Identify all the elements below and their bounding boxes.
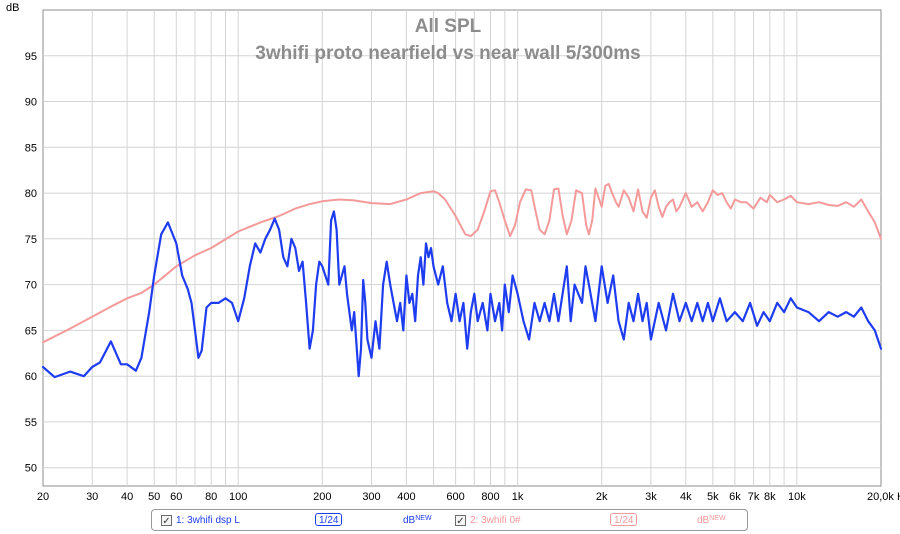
- x-tick-label: 600: [446, 491, 464, 503]
- y-tick-label: 75: [25, 234, 37, 246]
- series-2-unit-label: dBNEW: [697, 515, 726, 526]
- legend-item-series-2[interactable]: ✓ 2: 3whifi 0#: [455, 513, 521, 528]
- x-tick-label: 50: [148, 491, 160, 503]
- x-tick-label: 100: [229, 491, 247, 503]
- y-tick-label: 55: [25, 417, 37, 429]
- y-tick-label: 70: [25, 280, 37, 292]
- series-1-unit-text: dB: [403, 515, 416, 526]
- series-2-unit-badge: NEW: [709, 515, 726, 522]
- x-tick-label: 1k: [512, 491, 524, 503]
- series-2-unit-text: dB: [697, 515, 710, 526]
- legend-series-2-name: 2: 3whifi 0#: [470, 515, 521, 526]
- x-tick-labels: 20 30 40 50 60 80 100 200 300 400 600 800 1k 2k 3k 4k 5k…: [37, 491, 900, 503]
- series-1-smoothing-button[interactable]: 1/24: [315, 513, 343, 526]
- x-tick-label: 8k: [764, 491, 776, 503]
- series-line-1: [41, 210, 883, 379]
- plot-area: [42, 9, 882, 487]
- series-layer: [41, 182, 883, 379]
- x-tick-label: 400: [397, 491, 415, 503]
- series-1-unit-label: dBNEW: [403, 515, 432, 526]
- series-2-smoothing-button[interactable]: 1/24: [610, 513, 638, 526]
- x-tick-label: 80: [205, 491, 217, 503]
- x-tick-label: 800: [481, 491, 499, 503]
- legend-series-1-name: 1: 3whifi dsp L: [176, 515, 240, 526]
- series-1-checkbox[interactable]: ✓: [161, 515, 172, 527]
- x-tick-label: 6k: [729, 491, 741, 503]
- y-tick-label: 60: [25, 371, 37, 383]
- x-tick-label: 300: [362, 491, 380, 503]
- series-line-2: [42, 182, 882, 344]
- x-tick-label: 200: [313, 491, 331, 503]
- series-2-checkbox[interactable]: ✓: [455, 515, 466, 527]
- x-tick-label: 4k: [680, 491, 692, 503]
- y-tick-label: 80: [25, 188, 37, 200]
- x-tick-label: 10k: [788, 491, 806, 503]
- x-tick-label: 5k: [707, 491, 719, 503]
- x-tick-label: 2k: [596, 491, 608, 503]
- y-tick-label: 85: [25, 142, 37, 154]
- y-tick-label: 90: [25, 97, 37, 109]
- x-tick-label: 60: [170, 491, 182, 503]
- series-1-unit-badge: NEW: [415, 515, 432, 522]
- x-tick-label: 20,0k Hz: [867, 491, 900, 503]
- y-tick-label: 50: [25, 463, 37, 475]
- x-tick-label: 3k: [645, 491, 657, 503]
- x-tick-label: 20: [37, 491, 49, 503]
- x-tick-label: 30: [86, 491, 98, 503]
- grid-lines: [43, 10, 881, 486]
- chart-title: All SPL: [415, 16, 482, 37]
- y-tick-label: 95: [25, 51, 37, 63]
- y-tick-label: 65: [25, 325, 37, 337]
- legend: ✓ 1: 3whifi dsp L 1/24 dBNEW ✓ 2: 3whifi…: [151, 509, 748, 531]
- y-tick-labels: 50 55 60 65 70 75 80 85 90 95: [25, 51, 37, 475]
- x-tick-label: 7k: [748, 491, 760, 503]
- chart-subtitle: 3whifi proto nearfield vs near wall 5/30…: [255, 43, 640, 64]
- x-tick-label: 40: [121, 491, 133, 503]
- y-axis-unit-label: dB: [6, 2, 19, 14]
- legend-item-series-1[interactable]: ✓ 1: 3whifi dsp L: [161, 513, 240, 528]
